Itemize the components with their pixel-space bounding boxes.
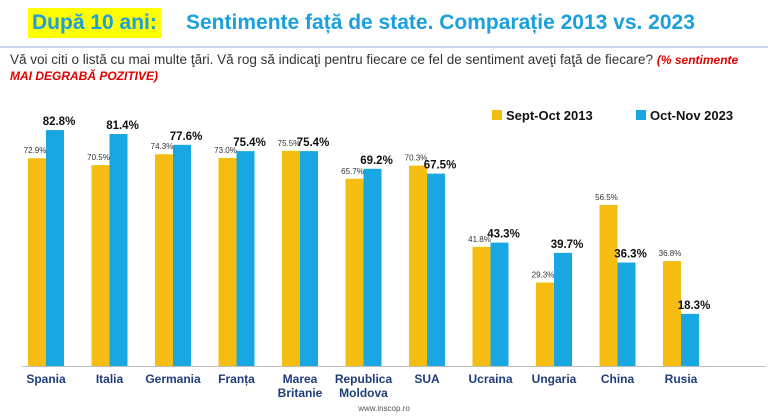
data-label-0-1: 70.5% bbox=[87, 153, 110, 162]
bar-0-6 bbox=[409, 165, 427, 366]
page-title: Sentimente față de state. Comparație 201… bbox=[186, 11, 695, 34]
data-label-0-9: 56.5% bbox=[595, 193, 618, 202]
title-highlight: După 10 ani: bbox=[28, 8, 161, 38]
legend-label-1: Oct-Nov 2023 bbox=[650, 108, 733, 123]
data-label-1-7: 43.3% bbox=[487, 229, 520, 241]
bar-0-5 bbox=[345, 178, 364, 366]
data-label-0-10: 36.8% bbox=[659, 249, 682, 258]
bar-0-8 bbox=[536, 282, 554, 366]
question-text: Vă voi citi o listă cu mai multe ţări. V… bbox=[10, 52, 654, 67]
category-label-9: China bbox=[601, 372, 635, 386]
question-note: (% sentimente MAI DEGRABĂ POZITIVE) bbox=[10, 53, 739, 83]
source-footer: www.inscop.ro bbox=[358, 404, 410, 413]
bar-1-4 bbox=[300, 151, 318, 366]
data-label-1-0: 82.8% bbox=[43, 116, 76, 128]
bar-1-5 bbox=[363, 168, 382, 366]
bar-1-3 bbox=[236, 151, 255, 366]
bar-0-3 bbox=[218, 157, 237, 366]
bar-1-9 bbox=[617, 262, 636, 366]
data-label-0-8: 29.3% bbox=[532, 270, 555, 279]
data-label-0-4: 75.5% bbox=[278, 139, 301, 148]
category-label-10: Rusia bbox=[665, 372, 698, 386]
bar-0-0 bbox=[28, 158, 46, 366]
bar-1-6 bbox=[427, 173, 445, 366]
data-label-0-7: 41.8% bbox=[468, 235, 491, 244]
bar-1-1 bbox=[109, 134, 128, 366]
category-label-1: Italia bbox=[96, 372, 124, 386]
bar-0-10 bbox=[663, 261, 681, 366]
category-label-8: Ungaria bbox=[532, 372, 577, 386]
data-label-1-5: 69.2% bbox=[360, 155, 393, 167]
bar-1-10 bbox=[681, 313, 699, 366]
bar-1-0 bbox=[46, 130, 64, 366]
category-label-5: Republica Moldova bbox=[335, 372, 393, 400]
title-bar: După 10 ani: Sentimente față de state. C… bbox=[0, 0, 768, 48]
data-label-1-3: 75.4% bbox=[233, 137, 266, 149]
category-label-3: Franța bbox=[218, 372, 255, 386]
data-label-1-4: 75.4% bbox=[297, 137, 330, 149]
bar-1-7 bbox=[490, 242, 509, 366]
category-label-0: Spania bbox=[26, 372, 66, 386]
legend-swatch-1 bbox=[636, 110, 646, 120]
legend-swatch-0 bbox=[492, 110, 502, 120]
bar-1-2 bbox=[173, 144, 191, 366]
bar-0-2 bbox=[155, 154, 173, 366]
category-label-2: Germania bbox=[145, 372, 201, 386]
bar-0-9 bbox=[599, 204, 618, 366]
question-block: Vă voi citi o listă cu mai multe ţări. V… bbox=[10, 52, 750, 84]
bar-0-4 bbox=[282, 150, 300, 366]
category-label-6: SUA bbox=[414, 372, 440, 386]
data-label-1-1: 81.4% bbox=[106, 120, 139, 132]
bar-0-1 bbox=[91, 165, 110, 366]
data-label-1-9: 36.3% bbox=[614, 249, 647, 261]
data-label-0-0: 72.9% bbox=[24, 146, 47, 155]
legend-label-0: Sept-Oct 2013 bbox=[506, 108, 593, 123]
data-label-0-2: 74.3% bbox=[151, 142, 174, 151]
data-label-0-5: 65.7% bbox=[341, 167, 364, 176]
data-label-0-6: 70.3% bbox=[405, 154, 428, 163]
bar-0-7 bbox=[472, 246, 491, 366]
bar-1-8 bbox=[554, 252, 572, 366]
data-label-1-10: 18.3% bbox=[678, 300, 711, 312]
data-label-0-3: 73.0% bbox=[214, 146, 237, 155]
data-label-1-2: 77.6% bbox=[170, 131, 203, 143]
data-label-1-6: 67.5% bbox=[424, 160, 457, 172]
category-label-7: Ucraina bbox=[468, 372, 512, 386]
category-label-4: Marea Britanie bbox=[278, 372, 323, 400]
data-label-1-8: 39.7% bbox=[551, 239, 584, 251]
